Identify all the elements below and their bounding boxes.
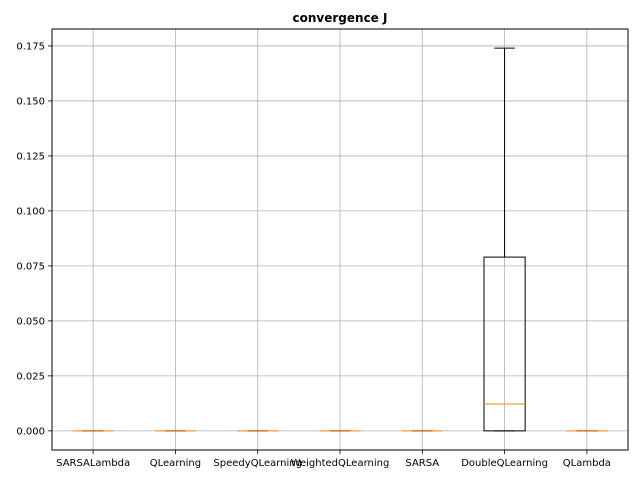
y-tick-label: 0.175 — [16, 41, 45, 52]
chart-title: convergence J — [293, 11, 388, 25]
iqr-box — [483, 256, 526, 432]
y-tick-label: 0.050 — [16, 316, 45, 327]
y-tick-label: 0.075 — [16, 261, 45, 272]
y-tick-label: 0.125 — [16, 151, 45, 162]
y-axis: 0.000 0.025 0.050 0.075 0.100 0.125 0.150 0.175 — [16, 41, 52, 437]
box-series — [72, 47, 608, 432]
x-tick-label: SARSA — [405, 458, 439, 469]
y-tick-label: 0.150 — [16, 96, 45, 107]
x-tick-label: WeightedQLearning — [291, 458, 390, 469]
x-tick-label: SARSALambda — [56, 458, 130, 469]
x-tick-label: QLearning — [150, 458, 201, 469]
x-tick-label: SpeedyQLearning — [213, 458, 302, 469]
y-tick-label: 0.100 — [16, 206, 45, 217]
grid-lines — [52, 29, 628, 450]
y-tick-label: 0.000 — [16, 426, 45, 437]
x-tick-label: DoubleQLearning — [461, 458, 548, 469]
x-axis: SARSALambda QLearning SpeedyQLearningWeigh… — [56, 450, 611, 469]
box-DoubleQLearning — [483, 47, 526, 432]
y-tick-label: 0.025 — [16, 371, 45, 382]
x-tick-label: QLambda — [563, 458, 611, 469]
